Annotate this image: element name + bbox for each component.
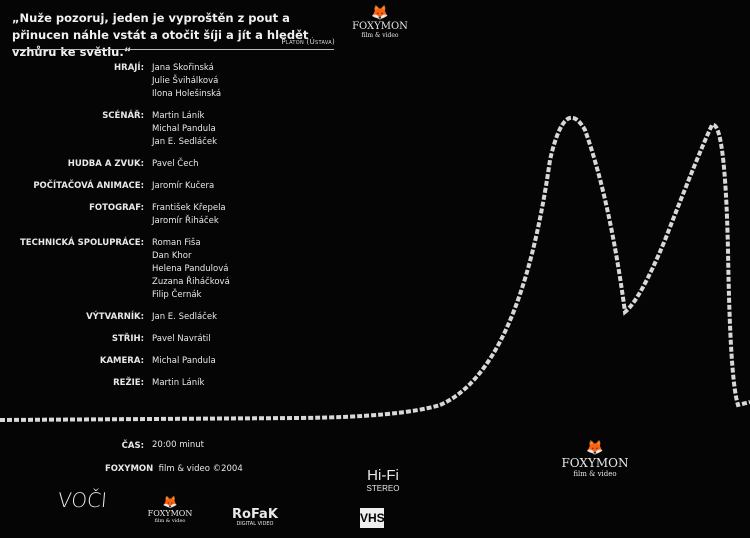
copyright-text: film & video ©2004 <box>158 464 243 474</box>
credits-list: HRAJÍ: Jana Skořinská Julie Švihálková Ilon… <box>0 62 330 399</box>
credit-name: Martin Láník <box>152 111 205 121</box>
credit-role: STŘIH: <box>111 334 144 344</box>
foxymon-logo-main: 🦊 FOXYMON film & video <box>555 440 635 478</box>
credit-names: František Křepela Jaromír Řiháček <box>152 202 226 228</box>
credit-role: HRAJÍ: <box>114 63 144 73</box>
fox-icon: 🦊 <box>586 440 604 456</box>
credit-row: STŘIH: Pavel Navrátil <box>0 333 330 346</box>
foxymon-logo-top: 🦊 FOXYMON film & video <box>345 5 415 39</box>
foxymon-logo-small: 🦊 FOXYMON film & video <box>140 495 200 524</box>
time-value: 20:00 minut <box>152 440 204 450</box>
credit-row: SCÉNÁŘ: Martin Láník Michal Pandula Jan E. … <box>0 110 330 149</box>
credit-name: Michal Pandula <box>152 124 216 134</box>
credit-name: Martin Láník <box>152 378 205 388</box>
credit-name: Zuzana Řiháčková <box>152 277 230 287</box>
credit-name: Jan E. Sedláček <box>152 137 217 147</box>
credit-name: Jan E. Sedláček <box>152 312 217 322</box>
credit-row: KAMERA: Michal Pandula <box>0 355 330 368</box>
credit-row: HUDBA A ZVUK: Pavel Čech <box>0 158 330 171</box>
credit-names: Pavel Čech <box>152 158 199 171</box>
credit-name: Pavel Navrátil <box>152 334 211 344</box>
credit-role: POČÍTAČOVÁ ANIMACE: <box>33 181 144 191</box>
credit-row: REŽIE: Martin Láník <box>0 377 330 390</box>
credit-role: FOTOGRAF: <box>89 203 144 213</box>
credit-names: Jaromír Kučera <box>152 180 214 193</box>
time-row: ČAS: 20:00 minut <box>0 440 330 453</box>
credit-row: FOTOGRAF: František Křepela Jaromír Řiháče… <box>0 202 330 228</box>
credit-names: Pavel Navrátil <box>152 333 211 346</box>
credit-row: POČÍTAČOVÁ ANIMACE: Jaromír Kučera <box>0 180 330 193</box>
credit-names: Michal Pandula <box>152 355 216 368</box>
credit-role: SCÉNÁŘ: <box>102 111 144 121</box>
credit-names: Martin Láník <box>152 377 204 390</box>
credit-name: Jaromír Řiháček <box>152 216 219 226</box>
credit-role: HUDBA A ZVUK: <box>67 159 144 169</box>
credit-row: TECHNICKÁ SPOLUPRÁCE: Roman Fiša Dan Khor H… <box>0 237 330 302</box>
credit-row: HRAJÍ: Jana Skořinská Julie Švihálková Ilon… <box>0 62 330 101</box>
fox-icon: 🦊 <box>162 495 178 509</box>
credit-name: Pavel Čech <box>152 159 199 169</box>
credit-names: Martin Láník Michal Pandula Jan E. Sedláče… <box>152 110 217 149</box>
quote-text: „Nuže pozoruj, jeden je vyproštěn z pout… <box>12 11 309 59</box>
fox-icon: 🦊 <box>371 5 389 21</box>
copyright-brand: FOXYMON <box>105 464 154 474</box>
hifi-stereo-logo: Hi-Fi STEREO <box>366 467 400 494</box>
divider <box>12 49 334 50</box>
credit-names: Jana Skořinská Julie Švihálková Ilona Hole… <box>152 62 221 101</box>
credit-name: Michal Pandula <box>152 356 216 366</box>
credit-names: Jan E. Sedláček <box>152 311 217 324</box>
credit-name: Dan Khor <box>152 251 192 261</box>
credit-name: Filip Černák <box>152 290 202 300</box>
credit-name: Roman Fiša <box>152 238 201 248</box>
credit-role: TECHNICKÁ SPOLUPRÁCE: <box>20 238 144 248</box>
credit-name: Helena Pandulová <box>152 264 229 274</box>
voci-logo: VOČI <box>56 488 108 512</box>
credit-name: Jana Skořinská <box>152 63 214 73</box>
credit-role: VÝTVARNÍK: <box>86 312 144 322</box>
copyright: FOXYMON film & video ©2004 <box>105 464 243 474</box>
time-label: ČAS: <box>121 441 144 451</box>
credit-name: Julie Švihálková <box>152 76 219 86</box>
vhs-logo: VHS <box>360 508 385 528</box>
credit-name: František Křepela <box>152 203 226 213</box>
credit-role: KAMERA: <box>99 356 144 366</box>
rofak-logo: RoFaK DIGITAL VIDEO <box>232 507 278 527</box>
credit-role: REŽIE: <box>113 378 144 388</box>
credit-name: Jaromír Kučera <box>152 181 215 191</box>
credit-name: Ilona Holešinská <box>152 89 222 99</box>
quote-author: Platon (Ústava) <box>281 38 335 46</box>
credit-names: Roman Fiša Dan Khor Helena Pandulová Zuzana… <box>152 237 230 302</box>
credit-row: VÝTVARNÍK: Jan E. Sedláček <box>0 311 330 324</box>
